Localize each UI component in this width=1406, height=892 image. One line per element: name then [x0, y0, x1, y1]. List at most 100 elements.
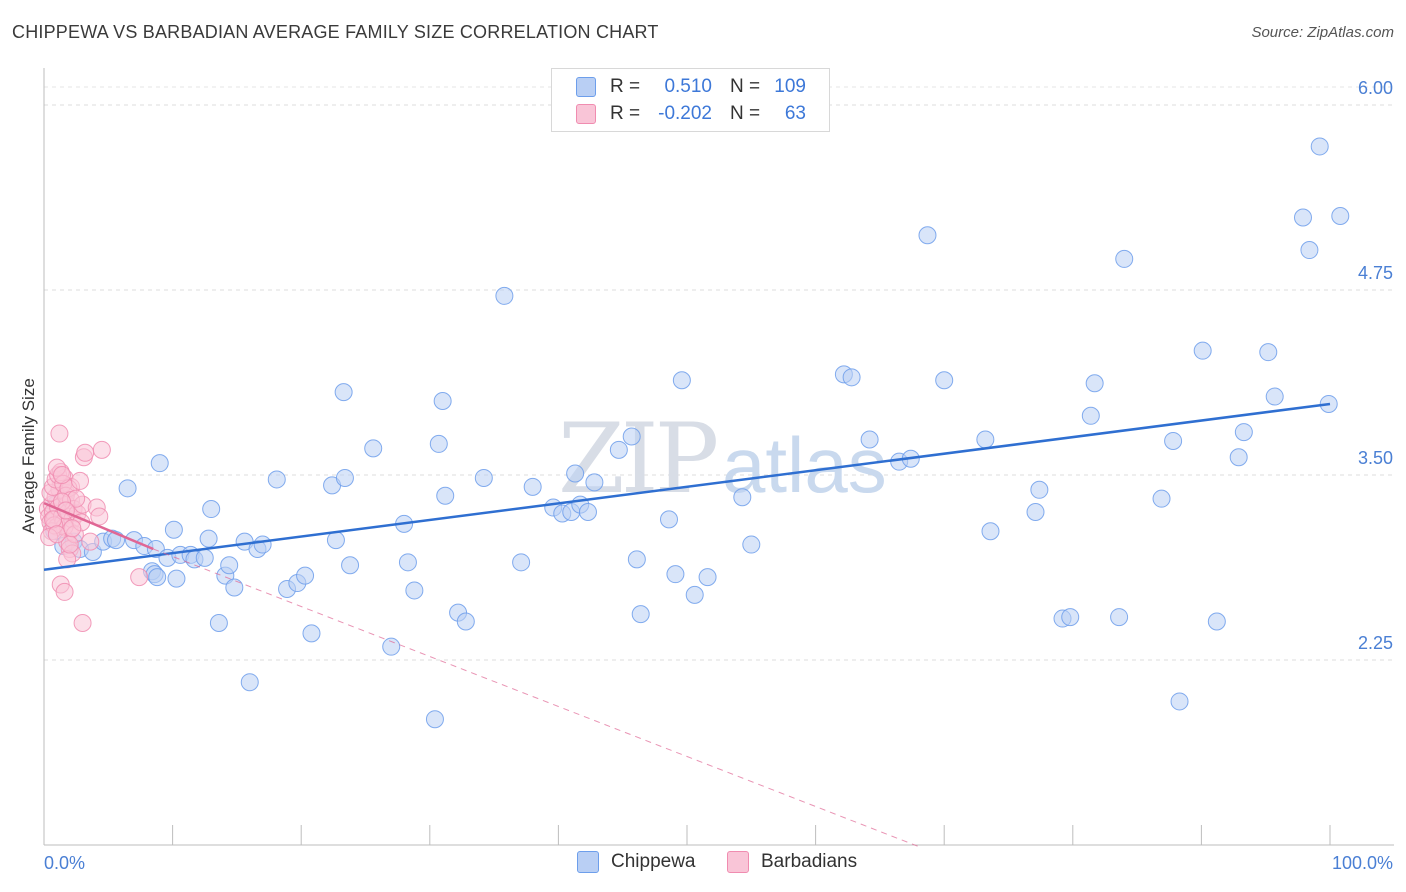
point-chippewa-33[interactable]	[267, 470, 286, 489]
point-barbadians-31[interactable]	[50, 424, 69, 443]
point-chippewa-71[interactable]	[672, 371, 691, 390]
point-chippewa-30[interactable]	[240, 673, 259, 692]
point-chippewa-48[interactable]	[425, 710, 444, 729]
point-chippewa-37[interactable]	[302, 624, 321, 643]
point-chippewa-15[interactable]	[150, 454, 169, 473]
series-barbadians	[38, 424, 149, 632]
point-chippewa-73[interactable]	[698, 568, 717, 587]
point-chippewa-85[interactable]	[1030, 480, 1049, 499]
point-chippewa-14[interactable]	[148, 568, 167, 587]
point-chippewa-39[interactable]	[326, 531, 345, 550]
point-chippewa-101[interactable]	[1265, 387, 1284, 406]
point-chippewa-89[interactable]	[1081, 406, 1100, 425]
chart-title: CHIPPEWA VS BARBADIAN AVERAGE FAMILY SIZ…	[12, 22, 659, 42]
point-chippewa-92[interactable]	[1115, 249, 1134, 268]
point-chippewa-77[interactable]	[842, 368, 861, 387]
point-chippewa-56[interactable]	[512, 553, 531, 572]
point-chippewa-100[interactable]	[1259, 343, 1278, 362]
point-chippewa-27[interactable]	[220, 556, 239, 575]
point-chippewa-18[interactable]	[167, 569, 186, 588]
legend-r-value: -0.202	[658, 103, 712, 124]
point-chippewa-86[interactable]	[1026, 503, 1045, 521]
point-chippewa-50[interactable]	[433, 392, 452, 410]
point-chippewa-23[interactable]	[199, 529, 218, 548]
point-chippewa-74[interactable]	[733, 488, 752, 507]
series-legend-label: Barbadians	[761, 851, 858, 872]
point-barbadians-62[interactable]	[63, 519, 82, 538]
point-chippewa-96[interactable]	[1193, 341, 1212, 360]
point-chippewa-8[interactable]	[118, 479, 137, 498]
point-chippewa-102[interactable]	[1293, 208, 1312, 227]
grid-lines	[44, 86, 1394, 661]
point-barbadians-54[interactable]	[92, 440, 111, 459]
point-chippewa-98[interactable]	[1229, 448, 1248, 467]
point-chippewa-28[interactable]	[225, 578, 244, 597]
point-chippewa-47[interactable]	[405, 581, 424, 600]
point-chippewa-83[interactable]	[976, 430, 995, 449]
point-chippewa-44[interactable]	[382, 637, 401, 656]
point-chippewa-49[interactable]	[429, 434, 448, 453]
point-barbadians-46[interactable]	[55, 582, 74, 601]
point-chippewa-84[interactable]	[981, 522, 1000, 541]
point-chippewa-46[interactable]	[398, 553, 417, 572]
point-chippewa-70[interactable]	[666, 565, 685, 584]
point-chippewa-51[interactable]	[436, 486, 455, 505]
point-chippewa-94[interactable]	[1164, 431, 1183, 450]
legend-n-value: 109	[774, 76, 806, 97]
point-chippewa-43[interactable]	[364, 439, 383, 458]
series-legend: Chippewa Barbadians	[0, 851, 1406, 877]
point-chippewa-82[interactable]	[935, 371, 954, 390]
point-chippewa-32[interactable]	[253, 535, 272, 554]
point-chippewa-60[interactable]	[566, 464, 585, 483]
point-chippewa-25[interactable]	[209, 614, 228, 632]
point-chippewa-41[interactable]	[334, 383, 353, 402]
point-chippewa-57[interactable]	[523, 477, 542, 496]
point-barbadians-43[interactable]	[76, 443, 95, 462]
point-chippewa-55[interactable]	[495, 286, 514, 305]
axes	[43, 68, 1394, 846]
point-barbadians-59[interactable]	[47, 525, 66, 544]
point-chippewa-17[interactable]	[164, 520, 183, 539]
point-barbadians-32[interactable]	[53, 466, 72, 484]
point-chippewa-54[interactable]	[474, 468, 493, 487]
point-chippewa-90[interactable]	[1085, 374, 1104, 393]
point-chippewa-99[interactable]	[1234, 423, 1253, 442]
point-chippewa-81[interactable]	[918, 226, 937, 245]
point-chippewa-106[interactable]	[1331, 207, 1350, 225]
point-barbadians-39[interactable]	[71, 471, 90, 490]
point-chippewa-103[interactable]	[1300, 241, 1319, 260]
point-chippewa-22[interactable]	[195, 548, 214, 567]
point-chippewa-36[interactable]	[296, 566, 315, 585]
x-tick-label-0: 0.0%	[44, 853, 85, 873]
point-chippewa-40[interactable]	[335, 468, 354, 487]
point-chippewa-97[interactable]	[1207, 612, 1226, 631]
point-chippewa-72[interactable]	[685, 585, 704, 604]
point-barbadians-51[interactable]	[81, 532, 100, 551]
point-chippewa-42[interactable]	[341, 556, 360, 575]
point-chippewa-78[interactable]	[860, 430, 879, 449]
point-chippewa-91[interactable]	[1110, 608, 1129, 627]
point-chippewa-88[interactable]	[1061, 608, 1080, 627]
point-chippewa-65[interactable]	[609, 440, 628, 459]
point-chippewa-69[interactable]	[659, 510, 678, 529]
point-chippewa-93[interactable]	[1152, 489, 1171, 508]
point-chippewa-75[interactable]	[742, 535, 761, 554]
point-chippewa-67[interactable]	[627, 550, 646, 569]
point-chippewa-64[interactable]	[585, 473, 604, 492]
point-chippewa-66[interactable]	[622, 427, 641, 446]
point-barbadians-56[interactable]	[130, 568, 149, 587]
point-chippewa-63[interactable]	[578, 503, 597, 521]
point-chippewa-68[interactable]	[631, 605, 650, 624]
point-chippewa-95[interactable]	[1170, 692, 1189, 711]
point-barbadians-53[interactable]	[90, 507, 109, 526]
y-axis-label: Average Family Size	[19, 378, 38, 534]
point-chippewa-104[interactable]	[1310, 137, 1329, 156]
series-legend-chippewa[interactable]: Chippewa	[577, 851, 696, 873]
point-chippewa-53[interactable]	[456, 612, 475, 631]
legend-r-label: R =	[610, 76, 641, 97]
trend-line-chippewa	[43, 402, 1331, 571]
series-legend-barbadians[interactable]: Barbadians	[727, 851, 857, 873]
point-chippewa-24[interactable]	[202, 500, 221, 519]
point-barbadians-55[interactable]	[73, 614, 92, 632]
